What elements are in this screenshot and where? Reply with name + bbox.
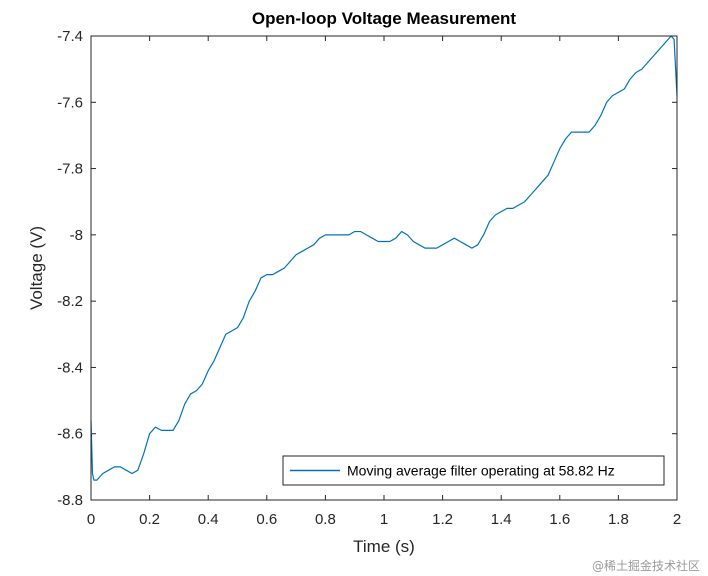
x-tick-label: 0.2 — [139, 511, 160, 528]
chart-title: Open-loop Voltage Measurement — [252, 9, 517, 28]
y-tick-label: -8.6 — [57, 426, 83, 443]
x-tick-label: 1.6 — [549, 511, 570, 528]
y-axis-title: Voltage (V) — [27, 226, 46, 310]
plot-frame — [90, 35, 678, 501]
x-tick-label: 0.6 — [256, 511, 277, 528]
legend: Moving average filter operating at 58.82… — [282, 455, 665, 486]
series-layer — [90, 35, 678, 481]
y-tick-label: -7.8 — [57, 161, 83, 178]
series-line — [90, 35, 678, 481]
plot-area — [91, 36, 677, 500]
ticks-layer: 0 0.2 0.4 0.6 0.8 1 1.2 1.4 1.6 1.8 2 -7.4 -7.6 -7.8 -… — [57, 28, 681, 528]
x-tick-label: 0 — [87, 511, 95, 528]
x-tick-label: 0.8 — [315, 511, 336, 528]
y-tick-label: -8.2 — [57, 293, 83, 310]
x-tick-label: 1.2 — [432, 511, 453, 528]
legend-label: Moving average filter operating at 58.82… — [347, 463, 615, 479]
watermark: @稀土掘金技术社区 — [592, 558, 700, 573]
legend-box — [282, 455, 665, 486]
y-tick-label: -8 — [70, 227, 83, 244]
x-tick-label: 1.4 — [491, 511, 512, 528]
y-tick-label: -7.6 — [57, 94, 83, 111]
y-tick-label: -8.4 — [57, 359, 83, 376]
y-tick-label: -8.8 — [57, 492, 83, 509]
x-tick-label: 0.4 — [198, 511, 219, 528]
x-axis-title: Time (s) — [353, 537, 415, 556]
y-tick-label: -7.4 — [57, 28, 83, 45]
x-tick-label: 1.8 — [608, 511, 629, 528]
x-tick-label: 1 — [380, 511, 388, 528]
x-tick-label: 2 — [673, 511, 681, 528]
